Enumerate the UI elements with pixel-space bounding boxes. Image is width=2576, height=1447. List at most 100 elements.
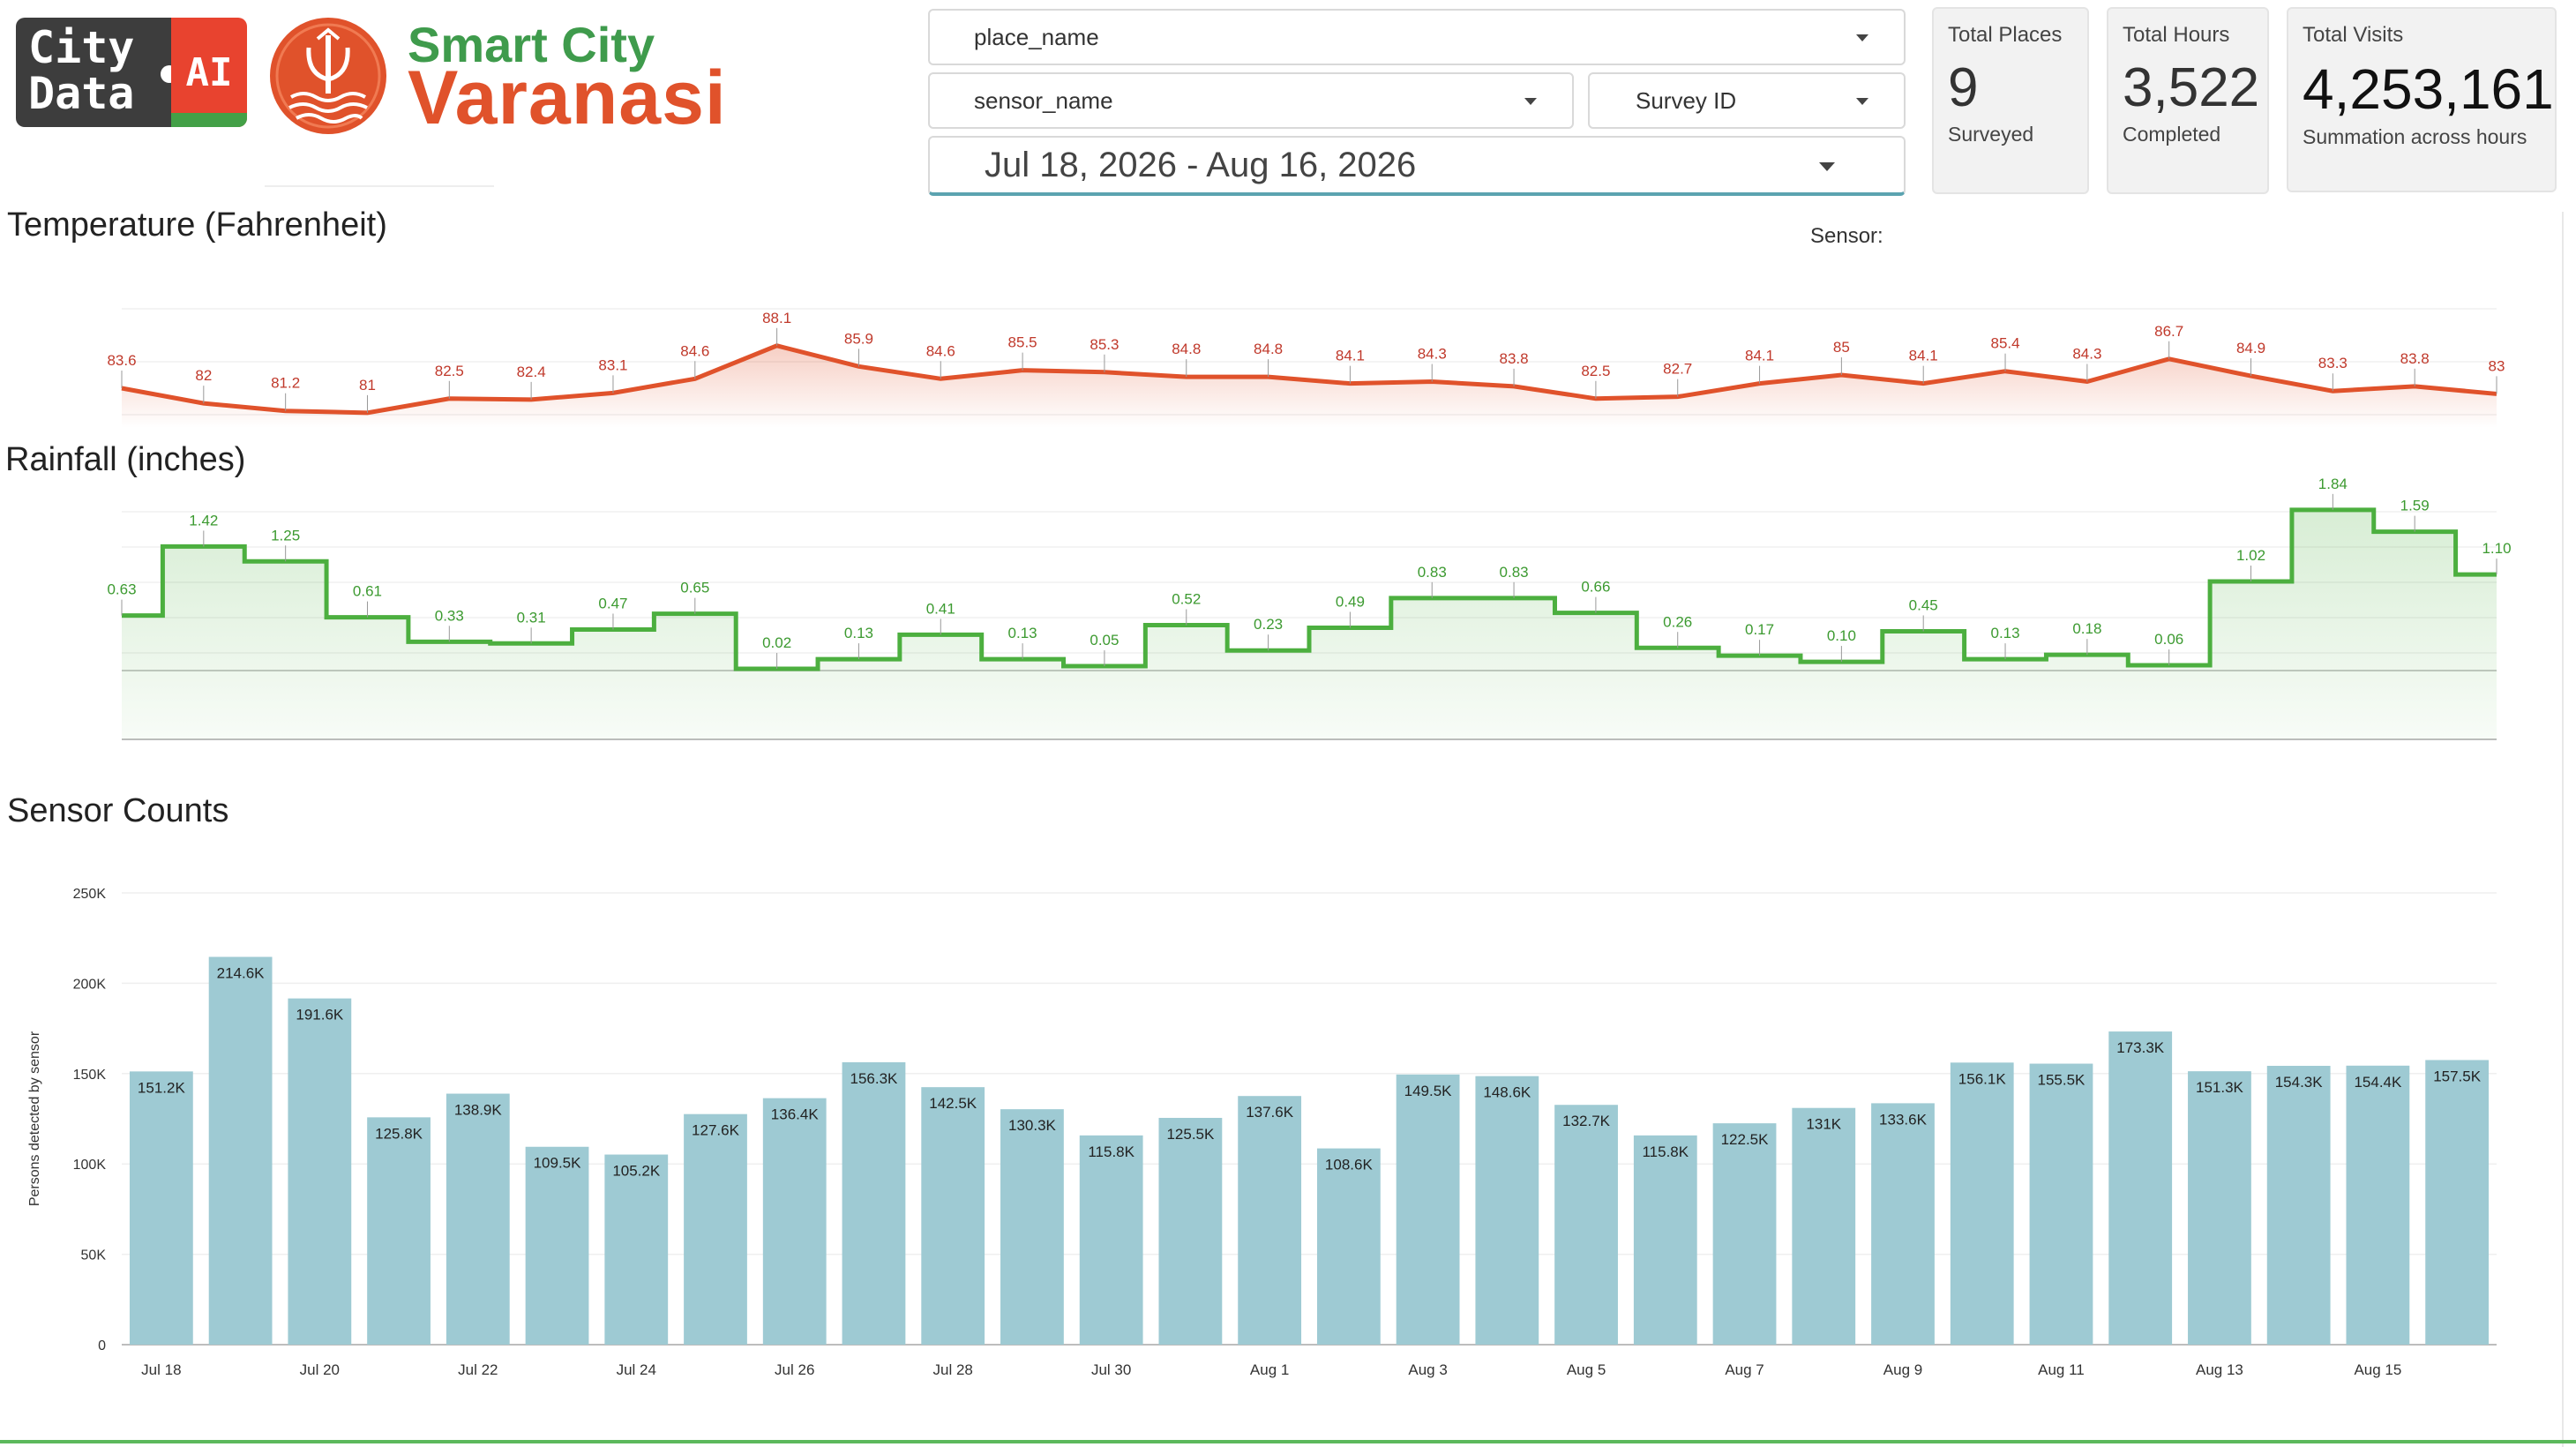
place-name-dropdown[interactable]: place_name: [928, 9, 1906, 65]
y-axis-title: Persons detected by sensor: [27, 1031, 42, 1206]
sensor-label: Sensor:: [1810, 224, 1883, 248]
place-name-value: place_name: [974, 23, 1099, 50]
bar-value-label: 155.5K: [2038, 1072, 2086, 1089]
rainfall-data-label: 1.02: [2236, 547, 2265, 564]
bar-value-label: 149.5K: [1404, 1083, 1453, 1099]
temperature-data-label: 82: [195, 367, 212, 384]
temperature-area: [122, 345, 2497, 428]
bar: [1000, 1109, 1064, 1345]
rainfall-area: [122, 509, 2497, 739]
y-tick-label: 250K: [73, 887, 107, 902]
logo-line1: City: [28, 22, 135, 73]
temperature-data-label: 85.4: [1990, 335, 2019, 352]
temperature-data-label: 84.1: [1336, 348, 1365, 364]
temperature-data-label: 84.1: [1909, 348, 1938, 364]
temperature-data-label: 85.5: [1008, 334, 1037, 351]
bar: [842, 1061, 906, 1345]
bar-value-label: 151.2K: [138, 1079, 186, 1096]
x-tick-label: Aug 7: [1725, 1361, 1764, 1378]
rainfall-data-label: 0.13: [844, 625, 873, 641]
bar: [1079, 1135, 1143, 1345]
bar-value-label: 122.5K: [1721, 1131, 1770, 1148]
x-tick-label: Jul 28: [933, 1361, 973, 1378]
rainfall-data-label: 0.13: [1008, 625, 1037, 641]
temperature-data-label: 84.1: [1745, 348, 1774, 364]
x-tick-label: Aug 13: [2196, 1361, 2243, 1378]
x-tick-label: Jul 20: [300, 1361, 340, 1378]
bar: [1158, 1117, 1223, 1345]
bar: [525, 1146, 589, 1345]
bar: [2425, 1060, 2490, 1345]
kpi-title: Total Hours: [2123, 23, 2230, 47]
bar: [1792, 1107, 1856, 1345]
bar-value-label: 142.5K: [929, 1095, 977, 1112]
kpi-title: Total Places: [1948, 23, 2063, 47]
bar-value-label: 154.3K: [2275, 1074, 2324, 1091]
bar-value-label: 138.9K: [454, 1102, 503, 1119]
kpi-subtitle: Surveyed: [1948, 123, 2034, 146]
temperature-data-label: 84.6: [680, 342, 709, 359]
sensor-name-dropdown[interactable]: sensor_name: [928, 72, 1574, 129]
x-tick-label: Aug 15: [2354, 1361, 2401, 1378]
rainfall-data-label: 0.18: [2072, 620, 2101, 637]
temperature-data-label: 82.5: [1581, 363, 1610, 379]
bar: [921, 1087, 985, 1345]
survey-id-value: Survey ID: [1636, 86, 1737, 114]
sensor-counts-title: Sensor Counts: [7, 792, 229, 829]
rainfall-data-label: 0.17: [1745, 621, 1774, 638]
bar-value-label: 214.6K: [217, 964, 266, 981]
rainfall-data-label: 0.47: [598, 595, 627, 611]
bar: [684, 1113, 747, 1345]
rainfall-data-label: 0.26: [1663, 613, 1692, 630]
bar: [1554, 1105, 1618, 1345]
bar: [1396, 1074, 1460, 1345]
temperature-data-label: 83.3: [2318, 355, 2348, 371]
x-tick-label: Jul 24: [617, 1361, 656, 1378]
bar: [2029, 1063, 2093, 1345]
bar: [2266, 1065, 2331, 1345]
bar-value-label: 132.7K: [1562, 1113, 1611, 1129]
rainfall-line: [122, 507, 2497, 671]
temperature-data-label: 83.1: [598, 356, 627, 373]
citydata-logo: City Data AI: [16, 18, 247, 127]
rainfall-data-label: 0.10: [1827, 627, 1856, 644]
rainfall-data-label: 0.83: [1418, 564, 1447, 581]
temperature-data-label: 83.8: [1500, 350, 1529, 367]
bar-value-label: 115.8K: [1088, 1143, 1134, 1160]
rainfall-data-label: 1.10: [2482, 540, 2511, 557]
date-range-value: Jul 18, 2026 - Aug 16, 2026: [985, 145, 1417, 184]
bar: [1475, 1076, 1539, 1345]
temperature-data-label: 85.9: [844, 330, 873, 347]
chevron-down-icon: [1819, 162, 1835, 171]
bar: [446, 1093, 510, 1345]
bar: [1238, 1096, 1302, 1345]
x-tick-label: Aug 1: [1250, 1361, 1289, 1378]
temperature-data-label: 84.6: [926, 342, 955, 359]
bar-value-label: 125.8K: [375, 1125, 423, 1142]
y-tick-label: 150K: [73, 1068, 107, 1083]
rainfall-data-label: 0.05: [1090, 632, 1119, 649]
x-tick-label: Jul 22: [458, 1361, 498, 1378]
bar-value-label: 109.5K: [534, 1155, 582, 1172]
bar-value-label: 137.6K: [1246, 1104, 1294, 1121]
bar-value-label: 156.3K: [850, 1070, 899, 1087]
rainfall-data-label: 0.02: [762, 634, 791, 651]
bar-value-label: 148.6K: [1483, 1084, 1531, 1101]
temperature-data-label: 88.1: [762, 310, 791, 326]
survey-id-dropdown[interactable]: Survey ID: [1588, 72, 1906, 129]
bar-value-label: 131K: [1806, 1116, 1841, 1133]
bar: [2108, 1031, 2173, 1345]
temperature-data-label: 82.4: [517, 364, 546, 380]
bar: [1950, 1062, 2014, 1345]
temperature-data-label: 84.8: [1172, 341, 1201, 357]
date-range-picker[interactable]: Jul 18, 2026 - Aug 16, 2026: [928, 136, 1906, 196]
chevron-down-icon: [1856, 34, 1868, 41]
bar-value-label: 127.6K: [692, 1122, 740, 1139]
kpi-total-hours: Total Hours 3,522 Completed: [2107, 7, 2269, 194]
rainfall-data-label: 1.84: [2318, 476, 2348, 492]
rainfall-data-label: 0.52: [1172, 591, 1201, 608]
temperature-data-label: 84.3: [2072, 346, 2101, 363]
rainfall-title: Rainfall (inches): [5, 441, 246, 478]
logo-ai: AI: [171, 18, 247, 127]
